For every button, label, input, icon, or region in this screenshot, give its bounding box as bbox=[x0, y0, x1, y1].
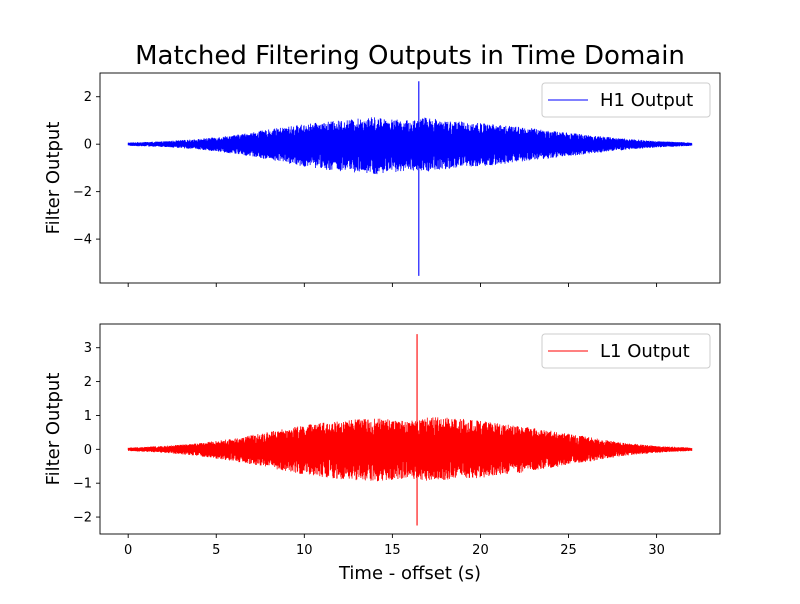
y-tick-label: −1 bbox=[73, 477, 92, 492]
legend-label: H1 Output bbox=[600, 90, 693, 111]
chart-panel-1: −4 −2 0 2 Filter Output H1 Output bbox=[43, 72, 721, 287]
y-axis-label: Filter Output bbox=[43, 373, 64, 486]
x-tick-label: 15 bbox=[384, 543, 401, 558]
x-axis-label: Time - offset (s) bbox=[338, 563, 481, 584]
y-tick-label: −4 bbox=[73, 233, 92, 248]
series-line-2-1 bbox=[127, 417, 693, 482]
axes-frame bbox=[99, 72, 721, 284]
x-tick-label: 5 bbox=[212, 543, 220, 558]
series-line-1-1 bbox=[127, 117, 693, 175]
y-tick-label: 1 bbox=[84, 409, 92, 424]
legend-box bbox=[541, 82, 711, 118]
legend: L1 Output bbox=[541, 333, 711, 369]
x-tick-label: 20 bbox=[472, 543, 489, 558]
x-tick-label: 25 bbox=[560, 543, 577, 558]
y-tick-label: 0 bbox=[84, 443, 92, 458]
y-tick-label: 2 bbox=[84, 375, 92, 390]
axes-frame bbox=[99, 323, 721, 535]
y-axis-label: Filter Output bbox=[43, 122, 64, 235]
x-tick-label: 0 bbox=[124, 543, 132, 558]
y-tick-label: 2 bbox=[84, 90, 92, 105]
x-tick-label: 10 bbox=[296, 543, 313, 558]
x-tick-label: 30 bbox=[648, 543, 665, 558]
legend-box bbox=[541, 333, 711, 369]
y-tick-label: −2 bbox=[73, 185, 92, 200]
y-tick-label: 3 bbox=[84, 341, 92, 356]
legend: H1 Output bbox=[541, 82, 711, 118]
legend-label: L1 Output bbox=[600, 341, 690, 362]
y-tick-label: −2 bbox=[73, 511, 92, 526]
figure-title: Matched Filtering Outputs in Time Domain bbox=[135, 41, 685, 71]
y-tick-label: 0 bbox=[84, 138, 92, 153]
chart-panel-2: 0 5 10 15 20 25 30 −2 −1 0 1 2 3 Filter Output Time - … bbox=[43, 323, 721, 584]
